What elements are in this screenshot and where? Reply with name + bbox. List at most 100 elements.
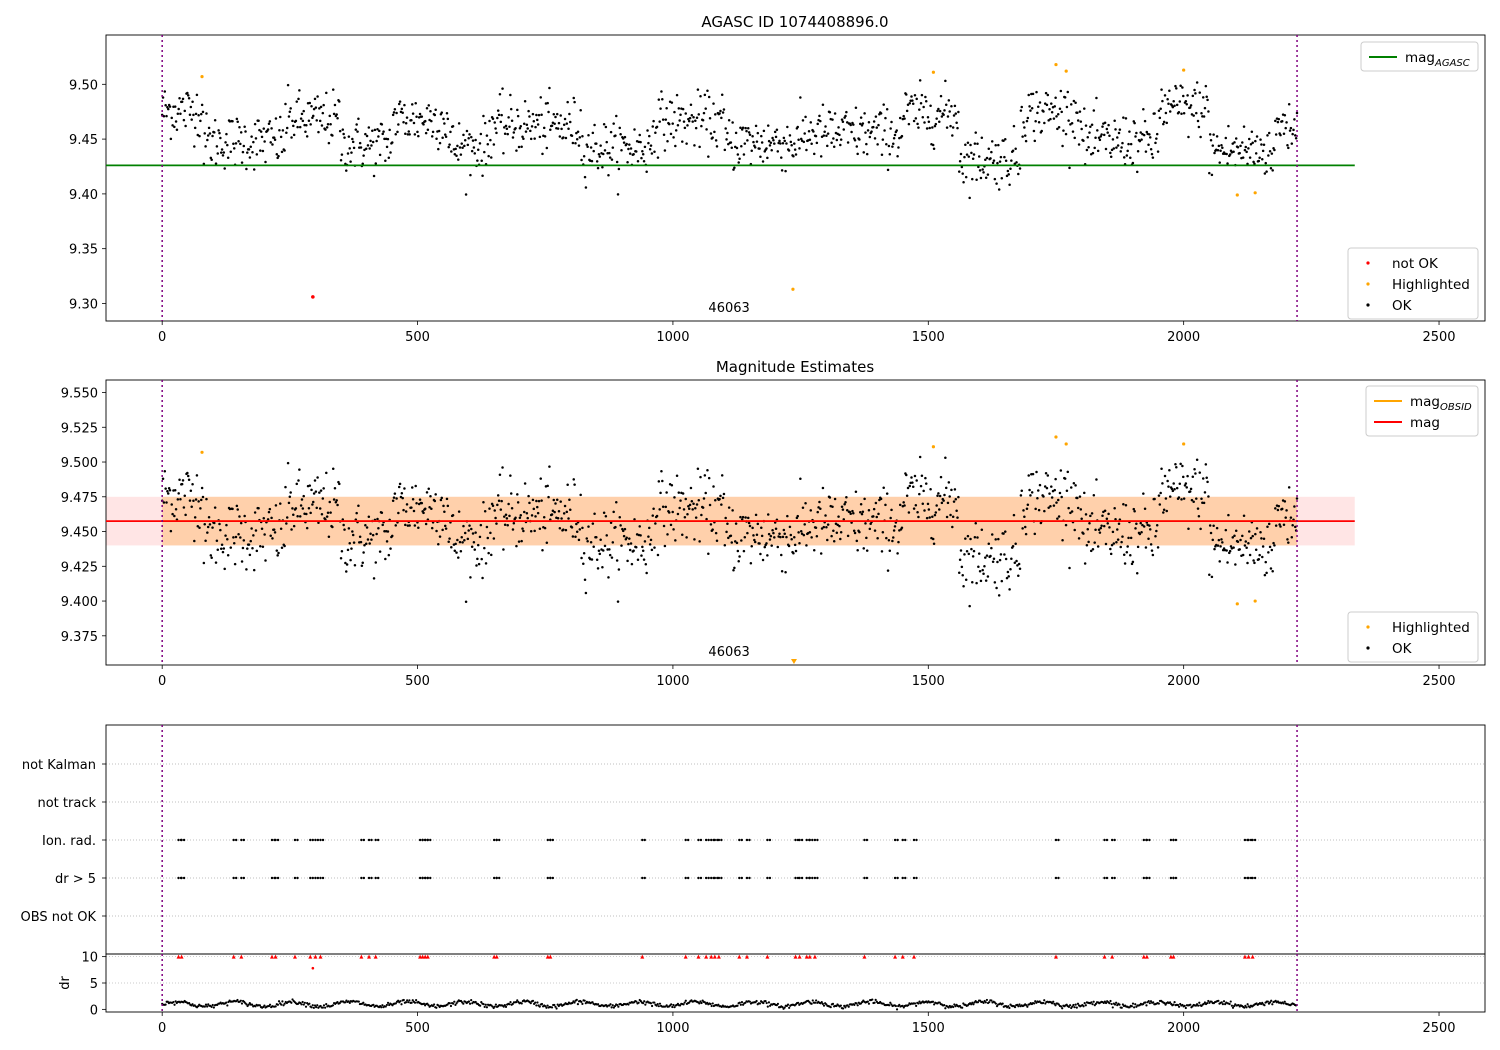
- p2-ok-point: [1254, 548, 1258, 551]
- p1-ok-point: [799, 137, 803, 141]
- p2-ok-point: [308, 484, 312, 487]
- p4-dr-point: [474, 1000, 477, 1004]
- p1-ok-point: [992, 159, 996, 162]
- p2-ok-point: [362, 551, 365, 554]
- p2-ok-point: [395, 497, 398, 500]
- p1-highlighted-point: [791, 287, 795, 291]
- p4-dr-point: [1283, 1000, 1286, 1003]
- p1-ok-point: [1029, 109, 1032, 112]
- p4-dr-point: [494, 1003, 497, 1006]
- p2-ok-point: [910, 476, 913, 479]
- p2-ok-point: [484, 562, 488, 565]
- p1-ok-point: [178, 97, 181, 100]
- p2-ok-point: [1116, 538, 1120, 541]
- p3-flag-point: [1142, 876, 1146, 880]
- p1-ok-point: [996, 161, 999, 165]
- p1-ok-point: [358, 141, 362, 145]
- p2-ok-point: [492, 537, 496, 540]
- p1-ok-point: [1173, 104, 1176, 108]
- p2-ok-point: [619, 524, 622, 527]
- p4-dr-point: [1233, 1004, 1236, 1008]
- p4-dr-point: [454, 1003, 457, 1007]
- p4-dr-series: [161, 998, 1298, 1011]
- p1-ytick-label: 9.50: [69, 78, 98, 93]
- p1-ok-point: [905, 93, 908, 96]
- p1-ok-point: [1290, 142, 1294, 145]
- p2-ok-point: [1076, 496, 1079, 500]
- p2-ok-point: [778, 532, 781, 536]
- p4-dr-point: [710, 1004, 713, 1008]
- p1-ok-point: [593, 123, 596, 127]
- p2-ok-point: [257, 507, 260, 510]
- p2-ok-point: [246, 547, 249, 550]
- p2-ok-point: [722, 492, 726, 496]
- p2-ok-point: [327, 535, 331, 538]
- p2-ok-point: [661, 505, 665, 509]
- p1-ok-point: [679, 113, 682, 116]
- p2-ok-point: [229, 546, 233, 549]
- p1-ok-point: [361, 162, 364, 165]
- p1-ok-point: [1042, 110, 1045, 113]
- p1-ok-point: [380, 123, 384, 126]
- p2-ok-point: [1278, 523, 1281, 526]
- p4-clipped-marker: [359, 954, 364, 959]
- p1-ok-point: [998, 160, 1002, 163]
- p1-ok-point: [1063, 96, 1067, 99]
- p1-ok-point: [942, 113, 945, 116]
- p4-dr-point: [994, 1002, 998, 1005]
- p4-clipped-marker: [900, 954, 905, 959]
- p1-ok-point: [483, 150, 486, 154]
- p3-flag-point: [319, 838, 322, 842]
- p3-flag-point: [710, 838, 713, 842]
- p4-dr-point: [917, 1002, 920, 1005]
- p3-flag-point: [1148, 838, 1151, 842]
- p1-ok-point: [952, 114, 956, 117]
- p1-ok-point: [1158, 116, 1162, 120]
- p2-ok-point: [868, 527, 872, 531]
- p3-flag-point: [865, 876, 869, 880]
- p4-xtick-label: 1500: [912, 1021, 945, 1036]
- p2-ok-point: [1063, 477, 1067, 480]
- p1-ok-point: [689, 103, 693, 107]
- p2-ok-point: [194, 498, 198, 501]
- p2-ok-point: [270, 516, 273, 520]
- p1-ok-point: [489, 138, 492, 142]
- p1-ok-point: [461, 146, 464, 149]
- p1-ok-point: [1008, 183, 1011, 186]
- p1-ok-point: [1036, 111, 1039, 115]
- p2-ok-point: [1031, 472, 1035, 476]
- p4-dr-point: [174, 1000, 177, 1003]
- p2-ok-point: [402, 508, 405, 512]
- p2-ok-point: [738, 555, 741, 558]
- p1-ok-point: [1247, 147, 1250, 150]
- p2-ok-point: [336, 503, 339, 507]
- p1-ok-point: [367, 126, 371, 129]
- p3-flag-point: [901, 838, 904, 842]
- p4-dr-point: [544, 1005, 547, 1008]
- p4-dr-point: [316, 1004, 319, 1007]
- p2-ok-point: [833, 497, 837, 501]
- p2-ok-point: [575, 530, 579, 533]
- p2-ok-point: [798, 542, 801, 545]
- p2-ok-point: [254, 529, 258, 532]
- p1-ok-series: [160, 79, 1299, 200]
- p2-ok-point: [1142, 492, 1145, 495]
- p4-dr-point: [982, 1001, 985, 1004]
- p1-ytick-label: 9.30: [69, 297, 98, 312]
- p2-ok-point: [692, 502, 695, 506]
- p3-flag-point: [808, 838, 812, 842]
- p2-ok-point: [494, 516, 497, 520]
- p3-flag-point: [641, 876, 644, 880]
- p1-ok-point: [1228, 153, 1232, 156]
- p1-ok-point: [1116, 144, 1120, 147]
- p2-ok-point: [935, 504, 938, 507]
- p4-dr-point: [1054, 1004, 1057, 1007]
- p2-ok-point: [995, 586, 998, 590]
- p2-ok-point: [879, 497, 883, 501]
- p1-ok-point: [1100, 133, 1103, 136]
- p2-ok-point: [1205, 476, 1208, 480]
- p1-ok-point: [272, 136, 276, 139]
- p2-ok-point: [565, 510, 569, 514]
- p2-ok-point: [1101, 514, 1104, 518]
- p1-ok-point: [182, 118, 186, 122]
